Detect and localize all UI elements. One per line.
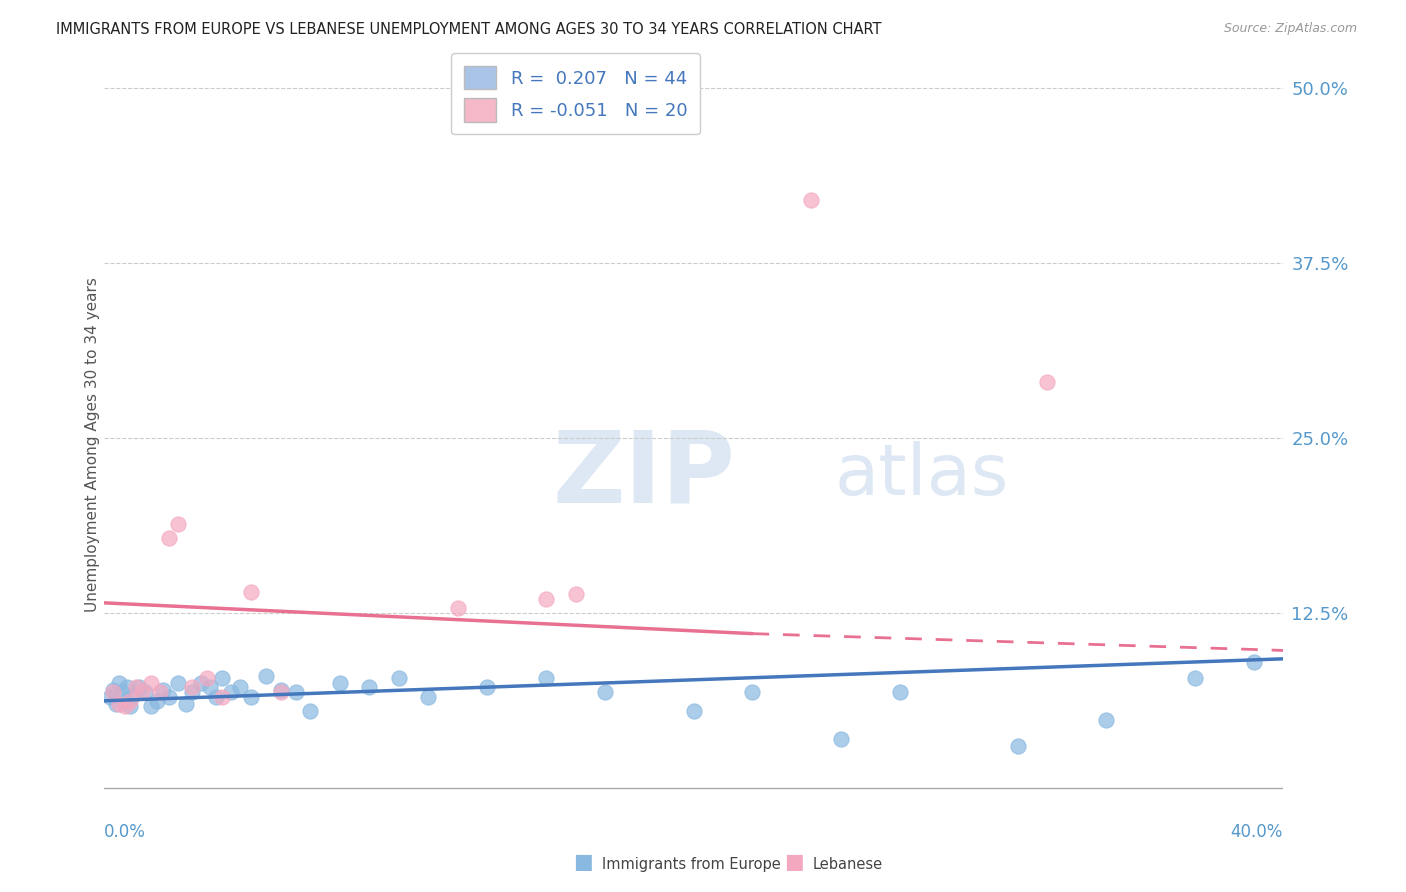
- Point: [107, 675, 129, 690]
- Text: 40.0%: 40.0%: [1230, 822, 1284, 840]
- Point: [146, 694, 169, 708]
- Point: [830, 731, 852, 746]
- Point: [299, 704, 322, 718]
- Point: [240, 584, 263, 599]
- Point: [1243, 655, 1265, 669]
- Point: [447, 601, 470, 615]
- Point: [149, 685, 172, 699]
- Point: [741, 685, 763, 699]
- Point: [166, 517, 188, 532]
- Legend: R =  0.207   N = 44, R = -0.051   N = 20: R = 0.207 N = 44, R = -0.051 N = 20: [451, 54, 700, 134]
- Point: [889, 685, 911, 699]
- Point: [284, 685, 307, 699]
- Point: [475, 680, 498, 694]
- Point: [359, 680, 381, 694]
- Text: ■: ■: [574, 853, 593, 872]
- Point: [219, 685, 242, 699]
- Point: [152, 682, 174, 697]
- Point: [682, 704, 704, 718]
- Text: atlas: atlas: [835, 441, 1010, 510]
- Point: [128, 680, 150, 694]
- Point: [101, 682, 124, 697]
- Point: [139, 699, 162, 714]
- Point: [120, 694, 142, 708]
- Point: [388, 672, 411, 686]
- Point: [1036, 375, 1059, 389]
- Point: [134, 685, 156, 699]
- Y-axis label: Unemployment Among Ages 30 to 34 years: Unemployment Among Ages 30 to 34 years: [86, 277, 100, 612]
- Point: [114, 694, 136, 708]
- Point: [104, 697, 127, 711]
- Point: [1184, 672, 1206, 686]
- Point: [564, 587, 586, 601]
- Point: [101, 685, 124, 699]
- Point: [98, 690, 121, 704]
- Point: [139, 675, 162, 690]
- Point: [131, 685, 153, 699]
- Point: [1007, 739, 1029, 753]
- Text: Lebanese: Lebanese: [813, 857, 883, 872]
- Point: [205, 690, 228, 704]
- Point: [270, 682, 292, 697]
- Point: [107, 697, 129, 711]
- Point: [329, 675, 352, 690]
- Point: [1095, 714, 1118, 728]
- Point: [125, 680, 148, 694]
- Point: [800, 193, 823, 207]
- Point: [122, 688, 145, 702]
- Text: 0.0%: 0.0%: [104, 822, 146, 840]
- Point: [211, 690, 233, 704]
- Point: [211, 672, 233, 686]
- Text: Source: ZipAtlas.com: Source: ZipAtlas.com: [1223, 22, 1357, 36]
- Point: [166, 675, 188, 690]
- Point: [181, 685, 204, 699]
- Text: ■: ■: [785, 853, 804, 872]
- Point: [110, 685, 132, 699]
- Point: [157, 690, 180, 704]
- Point: [195, 672, 218, 686]
- Point: [181, 680, 204, 694]
- Point: [534, 591, 557, 606]
- Text: ZIP: ZIP: [553, 427, 735, 524]
- Point: [534, 672, 557, 686]
- Point: [240, 690, 263, 704]
- Point: [593, 685, 616, 699]
- Point: [198, 680, 221, 694]
- Point: [120, 699, 142, 714]
- Point: [190, 675, 212, 690]
- Point: [176, 697, 198, 711]
- Point: [270, 685, 292, 699]
- Text: IMMIGRANTS FROM EUROPE VS LEBANESE UNEMPLOYMENT AMONG AGES 30 TO 34 YEARS CORREL: IMMIGRANTS FROM EUROPE VS LEBANESE UNEMP…: [56, 22, 882, 37]
- Point: [228, 680, 250, 694]
- Point: [114, 699, 136, 714]
- Point: [418, 690, 440, 704]
- Point: [254, 668, 277, 682]
- Point: [117, 680, 139, 694]
- Text: Immigrants from Europe: Immigrants from Europe: [602, 857, 780, 872]
- Point: [157, 532, 180, 546]
